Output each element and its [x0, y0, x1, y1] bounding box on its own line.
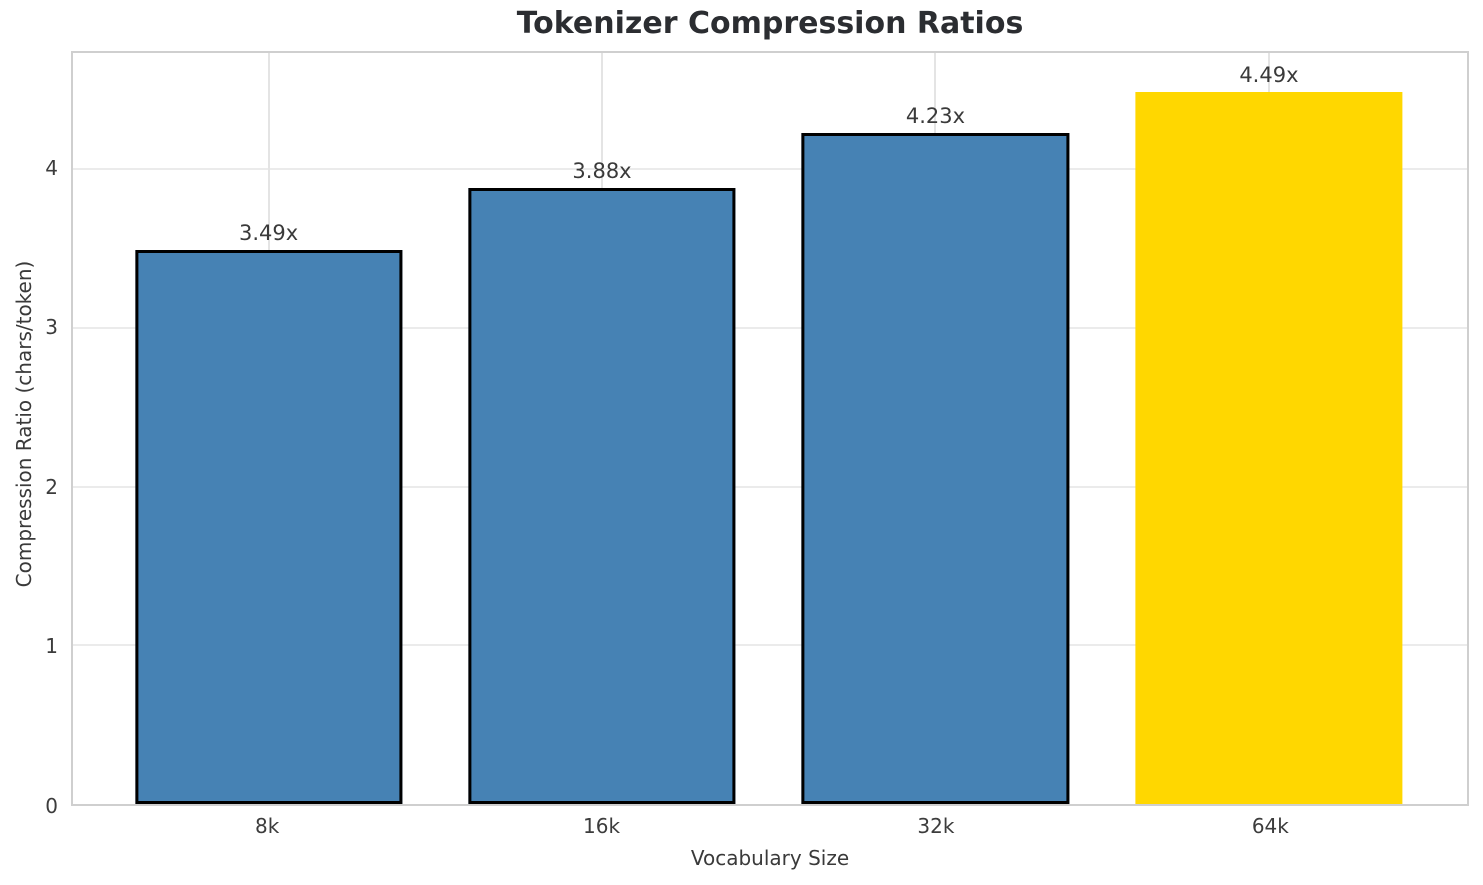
x-axis-ticks: 8k 16k 32k 64k: [71, 814, 1469, 842]
gridline-horizontal: [73, 485, 1467, 488]
y-axis-ticks: 0 1 2 3 4: [0, 51, 58, 818]
bar-8k: [134, 250, 403, 804]
y-axis-label: Compression Ratio (chars/token): [12, 260, 36, 588]
x-tick-label: 8k: [254, 814, 280, 838]
x-tick-label: 16k: [583, 814, 621, 838]
bar-value-label: 3.88x: [572, 159, 632, 184]
bar-value-label: 3.49x: [238, 221, 299, 246]
plot-area: 3.49x 3.88x 4.23x 4.49x: [71, 51, 1469, 806]
bar-16k: [468, 188, 736, 804]
y-tick-label: 3: [45, 315, 58, 340]
y-tick-label: 2: [45, 474, 58, 499]
x-tick-label: 64k: [1251, 814, 1289, 838]
bar-value-label: 4.23x: [905, 103, 966, 128]
gridline-horizontal: [73, 326, 1467, 329]
y-tick-label: 4: [45, 155, 58, 180]
bar-32k: [801, 132, 1070, 804]
bar-value-label: 4.49x: [1239, 62, 1299, 87]
y-tick-label: 0: [45, 794, 58, 818]
x-axis-label: Vocabulary Size: [690, 846, 850, 870]
gridline-horizontal: [73, 644, 1467, 647]
bar-64k: [1135, 91, 1403, 804]
gridline-horizontal: [73, 168, 1467, 171]
x-tick-label: 32k: [917, 814, 955, 838]
chart-title: Tokenizer Compression Ratios: [516, 6, 1024, 41]
y-tick-label: 1: [45, 634, 58, 659]
